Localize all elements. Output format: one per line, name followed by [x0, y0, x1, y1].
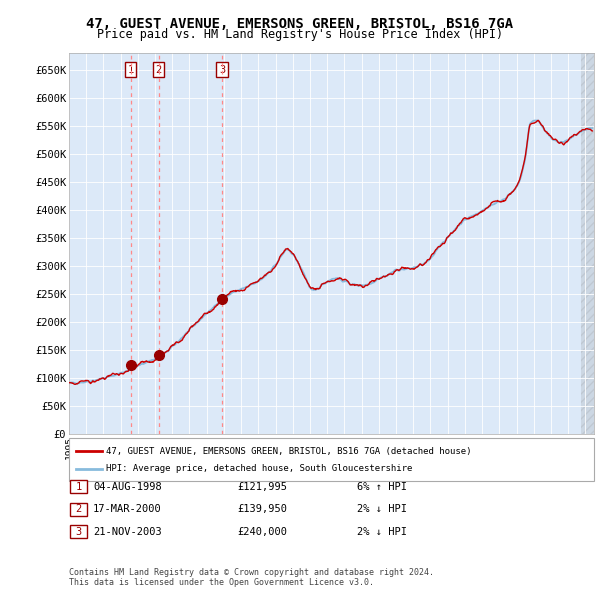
Text: 21-NOV-2003: 21-NOV-2003	[93, 527, 162, 536]
Text: Price paid vs. HM Land Registry's House Price Index (HPI): Price paid vs. HM Land Registry's House …	[97, 28, 503, 41]
Text: 47, GUEST AVENUE, EMERSONS GREEN, BRISTOL, BS16 7GA (detached house): 47, GUEST AVENUE, EMERSONS GREEN, BRISTO…	[106, 447, 472, 455]
Text: £240,000: £240,000	[237, 527, 287, 536]
Text: 04-AUG-1998: 04-AUG-1998	[93, 482, 162, 491]
Text: HPI: Average price, detached house, South Gloucestershire: HPI: Average price, detached house, Sout…	[106, 464, 413, 473]
Text: £139,950: £139,950	[237, 504, 287, 514]
Text: 3: 3	[76, 527, 82, 536]
Text: 2: 2	[155, 65, 162, 75]
Text: 2% ↓ HPI: 2% ↓ HPI	[357, 527, 407, 536]
Text: 6% ↑ HPI: 6% ↑ HPI	[357, 482, 407, 491]
Text: 17-MAR-2000: 17-MAR-2000	[93, 504, 162, 514]
Text: £121,995: £121,995	[237, 482, 287, 491]
Text: 2: 2	[76, 504, 82, 514]
Text: 47, GUEST AVENUE, EMERSONS GREEN, BRISTOL, BS16 7GA: 47, GUEST AVENUE, EMERSONS GREEN, BRISTO…	[86, 17, 514, 31]
Text: 1: 1	[76, 482, 82, 491]
Text: Contains HM Land Registry data © Crown copyright and database right 2024.
This d: Contains HM Land Registry data © Crown c…	[69, 568, 434, 587]
Text: 1: 1	[128, 65, 134, 75]
Text: 2% ↓ HPI: 2% ↓ HPI	[357, 504, 407, 514]
Text: 3: 3	[219, 65, 225, 75]
